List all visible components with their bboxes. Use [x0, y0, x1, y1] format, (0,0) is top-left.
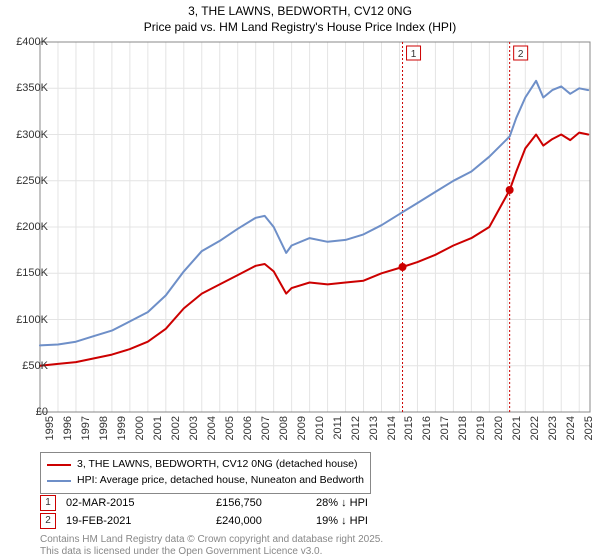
- title-address: 3, THE LAWNS, BEDWORTH, CV12 0NG: [0, 4, 600, 20]
- x-axis-label: 2016: [421, 416, 433, 440]
- x-axis-label: 2004: [206, 416, 218, 440]
- x-axis-label: 2009: [296, 416, 308, 440]
- y-axis-label: £200K: [16, 221, 48, 233]
- x-axis-label: 2005: [224, 416, 236, 440]
- table-row: 1 02-MAR-2015 £156,750 28% ↓ HPI: [40, 494, 590, 512]
- y-axis-label: £50K: [22, 360, 48, 372]
- x-axis-label: 2019: [475, 416, 487, 440]
- x-axis-label: 2023: [547, 416, 559, 440]
- x-axis-label: 2001: [152, 416, 164, 440]
- x-axis-label: 2007: [260, 416, 272, 440]
- attribution-line2: This data is licensed under the Open Gov…: [40, 546, 383, 558]
- x-axis-label: 2008: [278, 416, 290, 440]
- x-axis-label: 2010: [314, 416, 326, 440]
- x-axis-label: 2022: [529, 416, 541, 440]
- legend-label-price: 3, THE LAWNS, BEDWORTH, CV12 0NG (detach…: [77, 457, 358, 473]
- svg-text:2: 2: [518, 49, 524, 60]
- x-axis-label: 2002: [170, 416, 182, 440]
- x-axis-label: 1999: [116, 416, 128, 440]
- x-axis-label: 2025: [583, 416, 595, 440]
- x-axis-label: 2000: [134, 416, 146, 440]
- x-axis-label: 2011: [332, 416, 344, 440]
- sale-marker-icon: 2: [40, 513, 56, 529]
- x-axis-label: 2024: [565, 416, 577, 440]
- legend-label-hpi: HPI: Average price, detached house, Nune…: [77, 473, 364, 489]
- title-subtitle: Price paid vs. HM Land Registry's House …: [0, 20, 600, 36]
- legend-swatch-hpi: [47, 480, 71, 482]
- sale-marker-icon: 1: [40, 495, 56, 511]
- x-axis-label: 2003: [188, 416, 200, 440]
- x-axis-label: 1997: [80, 416, 92, 440]
- y-axis-label: £150K: [16, 267, 48, 279]
- y-axis-label: £250K: [16, 175, 48, 187]
- sales-table: 1 02-MAR-2015 £156,750 28% ↓ HPI 2 19-FE…: [40, 494, 590, 530]
- chart-svg: 12: [40, 42, 590, 412]
- table-row: 2 19-FEB-2021 £240,000 19% ↓ HPI: [40, 512, 590, 530]
- x-axis-label: 1998: [98, 416, 110, 440]
- svg-text:1: 1: [411, 49, 417, 60]
- legend-item-hpi: HPI: Average price, detached house, Nune…: [47, 473, 364, 489]
- x-axis-label: 2012: [350, 416, 362, 440]
- sale-price: £240,000: [216, 515, 306, 527]
- x-axis-label: 2013: [368, 416, 380, 440]
- x-axis-label: 2017: [439, 416, 451, 440]
- attribution-line1: Contains HM Land Registry data © Crown c…: [40, 534, 383, 546]
- x-axis-label: 2006: [242, 416, 254, 440]
- legend-item-price: 3, THE LAWNS, BEDWORTH, CV12 0NG (detach…: [47, 457, 364, 473]
- legend-swatch-price: [47, 464, 71, 466]
- y-axis-label: £100K: [16, 314, 48, 326]
- chart-title: 3, THE LAWNS, BEDWORTH, CV12 0NG Price p…: [0, 0, 600, 35]
- sale-hpi-diff: 28% ↓ HPI: [316, 497, 426, 509]
- x-axis-label: 2014: [386, 416, 398, 440]
- x-axis-label: 2021: [511, 416, 523, 440]
- x-axis-label: 2018: [457, 416, 469, 440]
- sale-date: 02-MAR-2015: [66, 497, 206, 509]
- y-axis-label: £300K: [16, 129, 48, 141]
- x-axis-label: 2015: [403, 416, 415, 440]
- y-axis-label: £400K: [16, 36, 48, 48]
- sale-price: £156,750: [216, 497, 306, 509]
- legend-box: 3, THE LAWNS, BEDWORTH, CV12 0NG (detach…: [40, 452, 371, 494]
- sale-hpi-diff: 19% ↓ HPI: [316, 515, 426, 527]
- x-axis-label: 1996: [62, 416, 74, 440]
- x-axis-label: 1995: [44, 416, 56, 440]
- sale-date: 19-FEB-2021: [66, 515, 206, 527]
- x-axis-label: 2020: [493, 416, 505, 440]
- chart-container: 3, THE LAWNS, BEDWORTH, CV12 0NG Price p…: [0, 0, 600, 560]
- chart-plot-area: 12: [40, 42, 590, 412]
- y-axis-label: £350K: [16, 82, 48, 94]
- attribution-text: Contains HM Land Registry data © Crown c…: [40, 534, 383, 558]
